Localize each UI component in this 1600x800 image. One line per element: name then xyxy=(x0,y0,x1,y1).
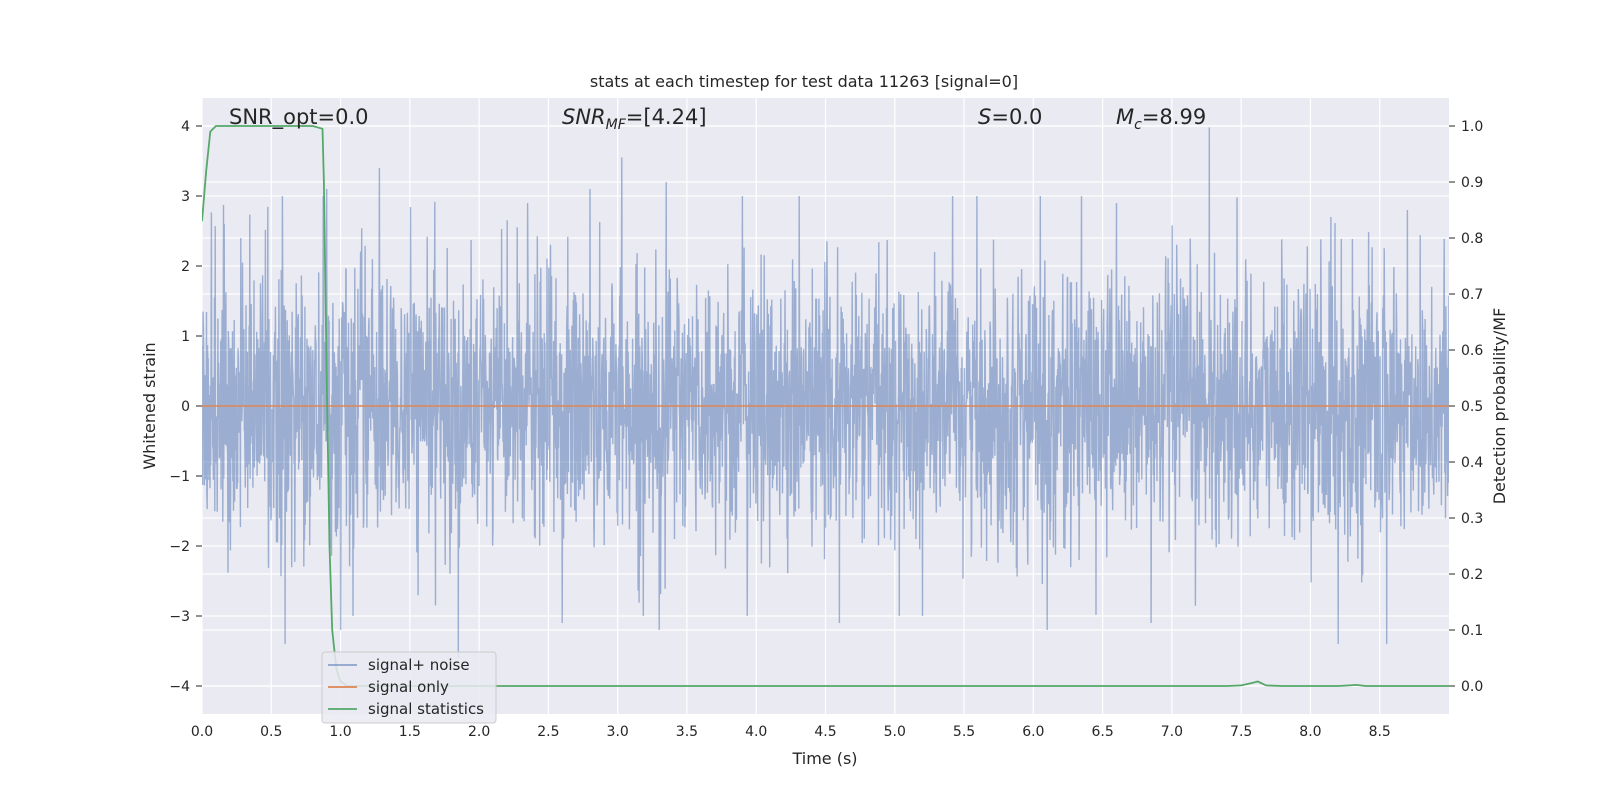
annotation-s-var: S xyxy=(978,105,991,129)
x-axis-ticks: 0.0 0.5 1.0 1.5 2.0 2.5 3.0 3.5 4.0 4.5 5.0 5.5 6.0 6… xyxy=(191,724,1391,740)
y2-tick-label: 0.4 xyxy=(1461,455,1483,471)
chart-title: stats at each timestep for test data 112… xyxy=(590,72,1018,91)
y2-tick-label: 1.0 xyxy=(1461,119,1483,135)
x-tick-label: 5.5 xyxy=(953,724,975,740)
annotation-mc-sub: c xyxy=(1134,117,1142,133)
annotation-mc-val: =8.99 xyxy=(1142,105,1206,129)
y2-tick-label: 0.5 xyxy=(1461,399,1483,415)
x-tick-label: 2.0 xyxy=(468,724,490,740)
y2-tick-label: 0.7 xyxy=(1461,287,1483,303)
x-tick-label: 4.5 xyxy=(814,724,836,740)
y-tick-label: 4 xyxy=(181,119,190,135)
x-tick-label: 7.0 xyxy=(1161,724,1183,740)
y-tick-label: −4 xyxy=(169,679,190,695)
x-tick-label: 1.0 xyxy=(329,724,351,740)
y-tick-label: −1 xyxy=(169,469,190,485)
series-signal-noise-line xyxy=(202,127,1449,659)
y-tick-label: 2 xyxy=(181,259,190,275)
x-tick-label: 0.0 xyxy=(191,724,213,740)
y2-tick-label: 0.0 xyxy=(1461,679,1483,695)
y2-axis-ticks: 0.0 0.1 0.2 0.3 0.4 0.5 0.6 0.7 0.8 0.9 1.0 xyxy=(1449,119,1483,695)
annotation-snr-opt: SNR_opt=0.0 xyxy=(229,105,369,130)
y2-tick-label: 0.6 xyxy=(1461,343,1483,359)
annotation-snr-mf-var: SNR xyxy=(562,105,606,129)
y2-tick-label: 0.8 xyxy=(1461,231,1483,247)
x-tick-label: 3.5 xyxy=(676,724,698,740)
y-axis-label: Whitened strain xyxy=(140,342,159,469)
x-axis-label: Time (s) xyxy=(791,749,857,768)
legend-label-signal-only: signal only xyxy=(368,678,449,696)
y-tick-label: −2 xyxy=(169,539,190,555)
annotation-s-val: =0.0 xyxy=(991,105,1042,129)
x-tick-label: 2.5 xyxy=(537,724,559,740)
y2-axis-label: Detection probability/MF xyxy=(1490,308,1509,505)
annotation-mc-var: M xyxy=(1116,105,1134,129)
y2-tick-label: 0.9 xyxy=(1461,175,1483,191)
y2-tick-label: 0.3 xyxy=(1461,511,1483,527)
x-tick-label: 7.5 xyxy=(1230,724,1252,740)
legend-box xyxy=(321,651,497,724)
legend: signal+ noise signal only signal statist… xyxy=(321,651,497,724)
x-tick-label: 6.5 xyxy=(1091,724,1113,740)
y-tick-label: 1 xyxy=(181,329,190,345)
x-tick-label: 5.0 xyxy=(884,724,906,740)
x-tick-label: 8.0 xyxy=(1299,724,1321,740)
y-tick-label: 3 xyxy=(181,189,190,205)
y-tick-label: −3 xyxy=(169,609,190,625)
y2-tick-label: 0.1 xyxy=(1461,623,1483,639)
annotation-s: S=0.0 xyxy=(978,105,1042,129)
x-tick-label: 3.0 xyxy=(607,724,629,740)
y2-tick-label: 0.2 xyxy=(1461,567,1483,583)
legend-label-signal-noise: signal+ noise xyxy=(368,656,470,674)
x-tick-label: 8.5 xyxy=(1369,724,1391,740)
annotation-snr-mf-val: =[4.24] xyxy=(626,105,707,129)
x-tick-label: 4.0 xyxy=(745,724,767,740)
y-axis-ticks: −4 −3 −2 −1 0 1 2 3 4 xyxy=(169,119,202,695)
annotation-mc: Mc=8.99 xyxy=(1116,105,1206,133)
annotation-snr-mf-sub: MF xyxy=(606,117,627,133)
x-tick-label: 0.5 xyxy=(260,724,282,740)
x-tick-label: 1.5 xyxy=(399,724,421,740)
annotation-snr-mf: SNRMF=[4.24] xyxy=(562,105,707,133)
x-tick-label: 6.0 xyxy=(1022,724,1044,740)
legend-label-signal-statistics: signal statistics xyxy=(368,700,484,718)
y-tick-label: 0 xyxy=(181,399,190,415)
